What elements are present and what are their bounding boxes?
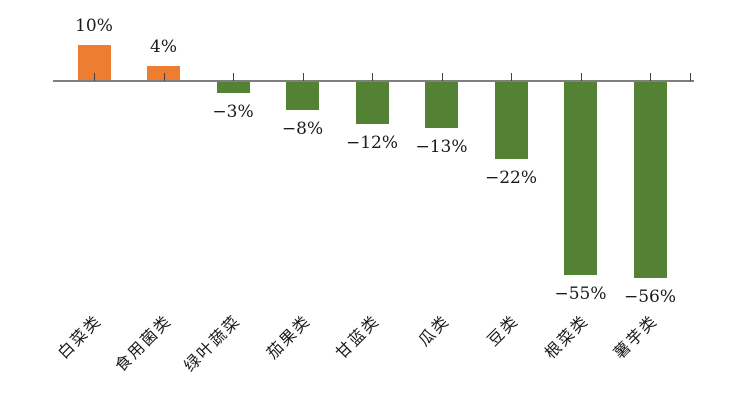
value-label: −12% — [345, 133, 399, 153]
axis-tick — [580, 73, 582, 81]
axis-tick — [441, 73, 443, 81]
value-label: −13% — [415, 136, 468, 157]
axis-tick — [94, 73, 95, 81]
bar — [286, 82, 319, 110]
axis-tick — [511, 73, 512, 81]
value-label: −22% — [484, 168, 538, 188]
value-label: 4% — [150, 37, 177, 57]
value-label: −55% — [554, 283, 607, 304]
value-label: −3% — [212, 101, 254, 122]
value-label: −56% — [623, 287, 677, 307]
value-label: 10% — [75, 16, 113, 36]
axis-tick — [650, 73, 651, 81]
axis-tick — [163, 73, 165, 81]
value-label: −8% — [281, 119, 324, 139]
bar — [494, 82, 528, 159]
bar — [355, 82, 389, 124]
bar — [633, 82, 667, 278]
bar — [216, 82, 250, 93]
axis-tick — [233, 73, 234, 81]
axis-tick — [372, 73, 373, 81]
axis-tick-end — [690, 73, 691, 81]
axis-tick — [302, 73, 304, 81]
bar — [564, 82, 597, 275]
bar — [425, 82, 458, 128]
x-axis — [53, 80, 694, 82]
